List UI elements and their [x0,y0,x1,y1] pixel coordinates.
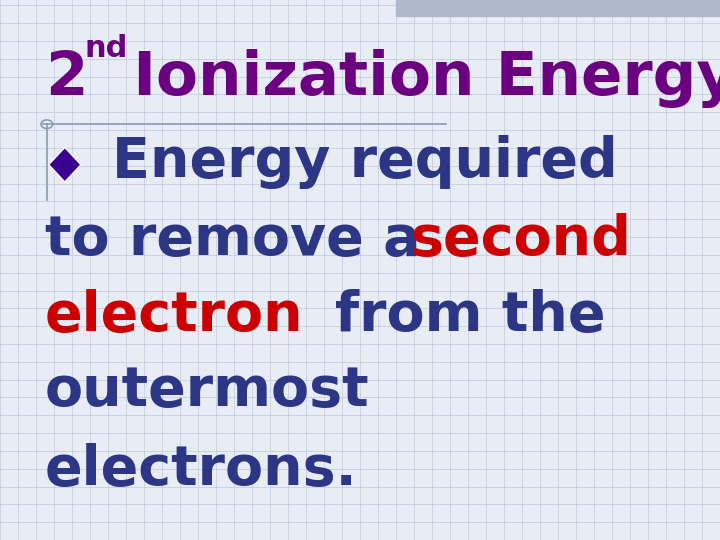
Text: nd: nd [85,34,128,63]
Text: from the: from the [335,289,606,343]
Polygon shape [49,147,81,182]
Text: electron: electron [45,289,303,343]
Text: second: second [410,213,631,267]
Text: outermost: outermost [45,364,369,418]
Text: electrons.: electrons. [45,443,357,497]
Text: Ionization Energy: Ionization Energy [112,49,720,108]
Text: 2: 2 [45,49,87,108]
Text: to remove a: to remove a [45,213,440,267]
Text: Energy required: Energy required [112,135,617,189]
